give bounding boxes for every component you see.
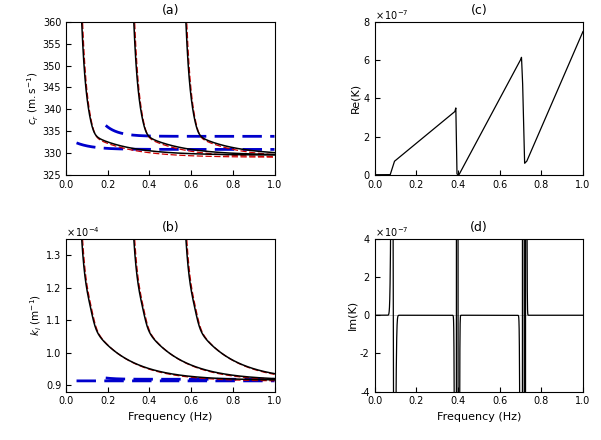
Y-axis label: $k_i\ \mathrm{(m^{-1})}$: $k_i\ \mathrm{(m^{-1})}$ — [29, 294, 44, 336]
Title: (b): (b) — [162, 220, 179, 234]
Title: (a): (a) — [162, 4, 179, 17]
Title: (d): (d) — [470, 220, 487, 234]
Text: $\times\,10^{-7}$: $\times\,10^{-7}$ — [374, 226, 408, 239]
X-axis label: Frequency (Hz): Frequency (Hz) — [436, 412, 521, 422]
Y-axis label: Re(K): Re(K) — [350, 83, 361, 114]
Text: $\times\,10^{-4}$: $\times\,10^{-4}$ — [66, 226, 100, 239]
Y-axis label: Im(K): Im(K) — [347, 300, 357, 330]
Title: (c): (c) — [471, 4, 487, 17]
X-axis label: Frequency (Hz): Frequency (Hz) — [128, 412, 213, 422]
Text: $\times\,10^{-7}$: $\times\,10^{-7}$ — [374, 9, 408, 22]
Y-axis label: $c_r\ \mathrm{(m.s^{-1})}$: $c_r\ \mathrm{(m.s^{-1})}$ — [26, 72, 41, 125]
